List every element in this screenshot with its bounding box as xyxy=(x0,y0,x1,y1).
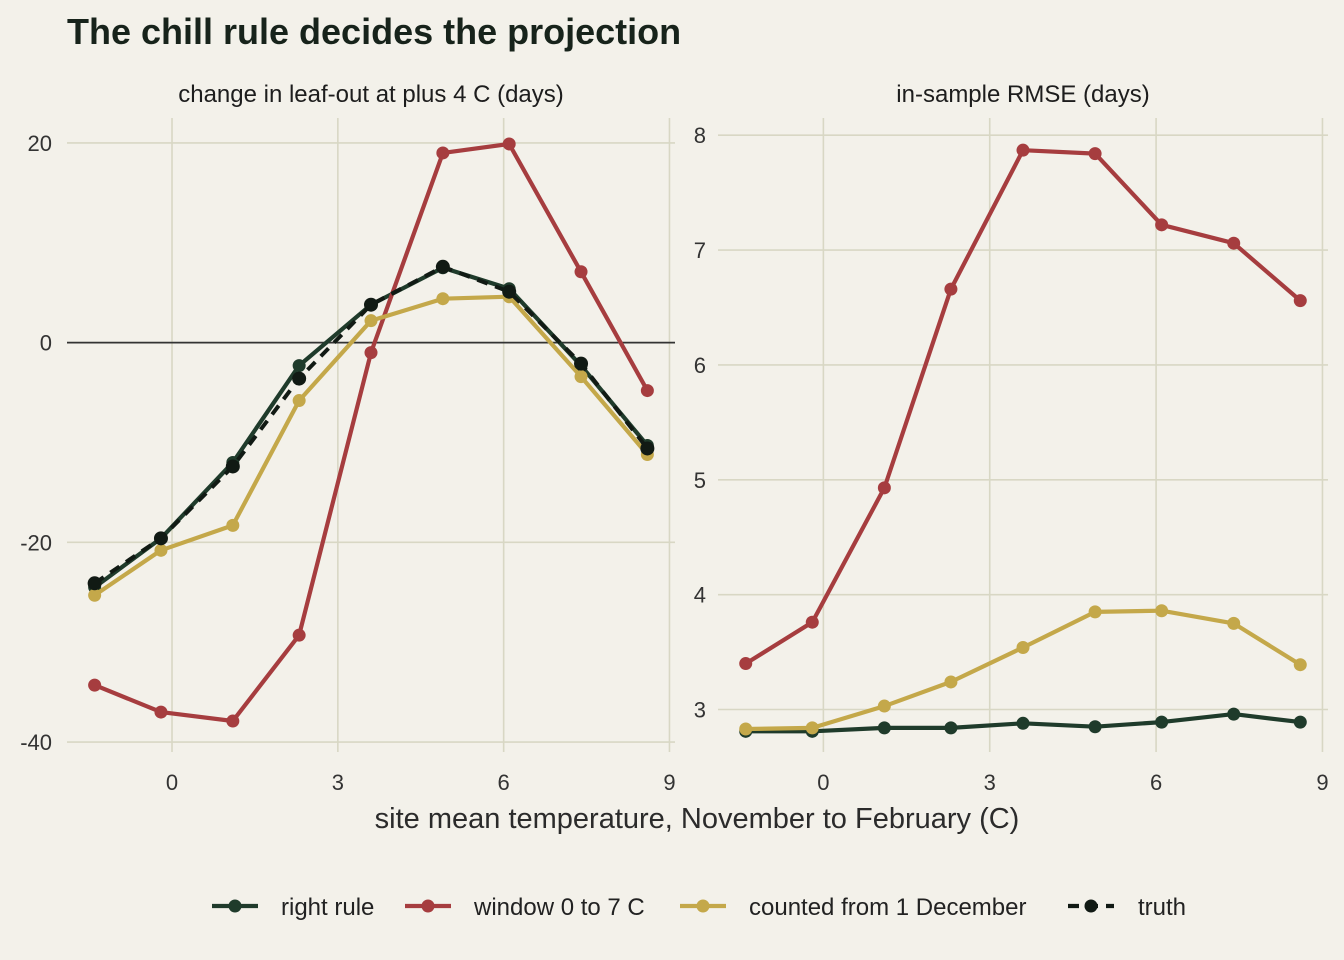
data-point-december xyxy=(574,370,588,384)
data-point-right xyxy=(1016,716,1030,730)
data-point-window xyxy=(944,282,958,296)
legend-swatch-point xyxy=(1084,899,1098,913)
data-point-right xyxy=(1088,720,1102,734)
x-tick-label: 0 xyxy=(166,770,178,795)
chart-title: The chill rule decides the projection xyxy=(67,11,681,52)
series-window xyxy=(88,137,654,728)
data-point-window xyxy=(88,678,102,692)
legend-item-right: right rule xyxy=(212,894,374,921)
data-point-window xyxy=(1155,218,1169,232)
legend-item-window: window 0 to 7 C xyxy=(405,894,645,921)
data-point-truth xyxy=(225,459,240,474)
data-point-window xyxy=(292,628,306,642)
series-line-truth xyxy=(93,264,649,585)
data-point-window xyxy=(739,657,753,671)
data-point-truth xyxy=(364,297,378,312)
panel-rmse: 0 3 6 9 3 4 5 6 7 8 xyxy=(694,118,1329,795)
data-point-truth xyxy=(435,259,450,274)
data-point-window xyxy=(805,615,819,629)
data-point-december xyxy=(1088,605,1102,619)
data-point-window xyxy=(1293,294,1307,308)
y-tick-label: 0 xyxy=(40,331,52,356)
data-point-december xyxy=(436,292,450,306)
data-point-right xyxy=(1293,715,1307,729)
series-truth xyxy=(87,259,655,591)
y-tick-label: -40 xyxy=(20,730,52,755)
series-december xyxy=(739,604,1307,736)
data-point-december xyxy=(226,518,240,532)
y-tick-label: 4 xyxy=(694,583,706,608)
y-tick-label: 6 xyxy=(694,353,706,378)
data-point-truth xyxy=(153,531,168,546)
y-tick-label: 3 xyxy=(694,698,706,723)
data-point-december xyxy=(1227,616,1241,630)
data-point-december xyxy=(1293,658,1307,672)
panel-leafout: 0 3 6 9 -40 -20 0 20 xyxy=(20,118,676,795)
data-point-december xyxy=(1155,604,1169,618)
data-point-december xyxy=(292,394,306,408)
data-point-december xyxy=(739,722,753,736)
data-point-right xyxy=(292,359,306,373)
x-axis-label: site mean temperature, November to Febru… xyxy=(375,803,1020,835)
x-tick-label: 3 xyxy=(332,770,344,795)
legend-label: counted from 1 December xyxy=(749,894,1026,921)
legend-item-december: counted from 1 December xyxy=(680,894,1026,921)
x-tick-label: 0 xyxy=(817,770,829,795)
data-point-december xyxy=(364,314,378,328)
data-point-truth xyxy=(292,371,307,386)
data-point-window xyxy=(640,384,654,398)
x-tick-label: 3 xyxy=(984,770,996,795)
y-tick-label: 5 xyxy=(694,468,706,493)
x-tick-label: 6 xyxy=(498,770,510,795)
data-point-window xyxy=(154,705,168,719)
x-tick-label: 9 xyxy=(663,770,675,795)
data-point-window xyxy=(1088,147,1102,161)
data-point-window xyxy=(877,481,891,495)
data-point-truth xyxy=(640,441,655,456)
data-point-window xyxy=(1016,143,1030,157)
panel-title-leafout: change in leaf-out at plus 4 C (days) xyxy=(178,81,564,108)
y-tick-label: 8 xyxy=(694,123,706,148)
legend-label: right rule xyxy=(281,894,374,921)
legend-label: truth xyxy=(1138,894,1186,921)
data-point-right xyxy=(877,721,891,735)
legend-label: window 0 to 7 C xyxy=(473,894,645,921)
data-point-window xyxy=(436,146,450,160)
data-point-december xyxy=(877,699,891,713)
data-point-truth xyxy=(574,356,589,371)
legend-swatch-point xyxy=(421,899,435,913)
y-tick-label: 20 xyxy=(28,131,52,156)
data-point-window xyxy=(226,714,240,728)
panel-title-rmse: in-sample RMSE (days) xyxy=(896,81,1149,108)
data-point-truth xyxy=(87,576,102,591)
series-window xyxy=(739,143,1307,671)
data-point-window xyxy=(364,346,378,360)
data-point-window xyxy=(574,265,588,279)
legend-swatch-point xyxy=(696,899,710,913)
data-point-december xyxy=(154,543,168,557)
x-tick-label: 9 xyxy=(1316,770,1328,795)
gridlines-rmse xyxy=(718,118,1328,752)
data-point-december xyxy=(1016,640,1030,654)
data-point-december xyxy=(944,675,958,689)
legend: right rule window 0 to 7 C counted from 1 … xyxy=(212,894,1186,921)
y-tick-label: -20 xyxy=(20,530,52,555)
data-point-window xyxy=(502,137,516,151)
legend-item-truth: truth xyxy=(1068,894,1186,921)
y-tick-label: 7 xyxy=(694,238,706,263)
data-point-truth xyxy=(502,284,517,299)
data-point-december xyxy=(805,721,819,735)
data-point-right xyxy=(1227,707,1241,721)
data-point-window xyxy=(1227,236,1241,250)
data-point-right xyxy=(1155,715,1169,729)
data-point-right xyxy=(944,721,958,735)
data-point-december xyxy=(88,588,102,602)
legend-swatch-point xyxy=(228,899,242,913)
x-tick-label: 6 xyxy=(1150,770,1162,795)
